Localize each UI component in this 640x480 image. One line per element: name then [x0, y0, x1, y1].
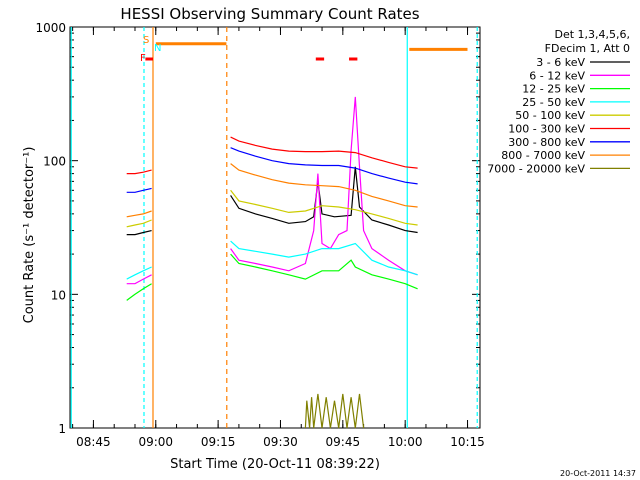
x-axis: 08:45 09:00 09:15 09:30 09:45 10:00 10:15 — [72, 27, 485, 449]
series-line-3 — [126, 266, 152, 280]
legend: Det 1,3,4,5,6, FDecim 1, Att 0 3 - 6 keV… — [487, 28, 630, 175]
x-tick-label: 08:45 — [76, 435, 111, 449]
plot-frame — [69, 26, 481, 429]
legend-label: 300 - 800 keV — [508, 136, 585, 149]
series-line-0 — [230, 166, 418, 234]
series-line-2 — [126, 283, 152, 301]
y-tick-label: 10 — [51, 288, 66, 302]
legend-label: 25 - 50 keV — [522, 96, 585, 109]
flag-label: S — [143, 35, 149, 46]
series-line-4 — [230, 189, 418, 226]
series-line-0 — [126, 230, 152, 236]
x-tick-label: 09:00 — [138, 435, 173, 449]
plot-area: 1 10 100 1000 08:45 09:00 09:15 09:30 09:45 10:0… — [35, 21, 484, 449]
series-line-2 — [230, 253, 418, 290]
instrument-status-lines — [70, 27, 478, 428]
x-tick-label: 09:45 — [326, 435, 361, 449]
footer-timestamp: 20-Oct-2011 14:37 — [560, 469, 636, 478]
x-tick-label: 09:15 — [201, 435, 236, 449]
legend-label: 800 - 7000 keV — [501, 149, 585, 162]
y-tick-label: 1 — [58, 422, 66, 436]
series-layer — [126, 42, 468, 429]
flag-label: N — [154, 43, 161, 54]
legend-label: 50 - 100 keV — [515, 109, 585, 122]
x-axis-label: Start Time (20-Oct-11 08:39:22) — [170, 457, 380, 472]
series-line-1 — [230, 96, 418, 276]
legend-label: 6 - 12 keV — [529, 69, 585, 82]
series-line-7 — [230, 163, 418, 208]
series-line-1 — [126, 274, 152, 285]
legend-label: 100 - 300 keV — [508, 123, 585, 136]
legend-label: 7000 - 20000 keV — [487, 162, 585, 175]
x-tick-label: 10:00 — [388, 435, 423, 449]
flag-label: F — [140, 53, 146, 64]
chart-title: HESSI Observing Summary Count Rates — [120, 5, 419, 23]
series-line-5 — [230, 136, 418, 169]
y-tick-label: 1000 — [35, 21, 66, 35]
y-tick-label: 100 — [43, 155, 66, 169]
y-axis: 1 10 100 1000 — [35, 21, 480, 436]
series-line-6 — [126, 187, 152, 193]
series-line-5 — [126, 169, 152, 175]
y-axis-label: Count Rate (s⁻¹ detector⁻¹) — [22, 147, 37, 324]
series-line-6 — [230, 147, 418, 185]
legend-label: 3 - 6 keV — [536, 56, 585, 69]
series-line-3 — [230, 240, 418, 276]
flag-markers: SNF — [140, 35, 358, 64]
series-line-7 — [126, 210, 152, 218]
x-tick-label: 09:30 — [263, 435, 298, 449]
series-line-8 — [304, 393, 365, 429]
x-tick-label: 10:15 — [450, 435, 485, 449]
series-line-4 — [126, 219, 152, 228]
legend-label: 12 - 25 keV — [522, 83, 585, 96]
legend-header-line-1: Det 1,3,4,5,6, — [554, 28, 630, 41]
legend-header-line-2: FDecim 1, Att 0 — [545, 42, 630, 55]
